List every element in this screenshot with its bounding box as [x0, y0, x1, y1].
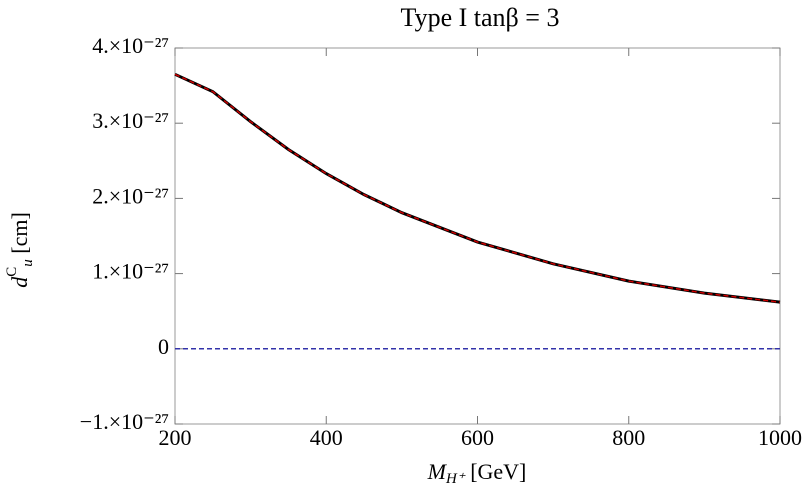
x-label-sub: H⁺	[445, 471, 466, 487]
y-axis-label: dCu [cm]	[4, 212, 36, 288]
y-tick-label: 2.×10⁻²⁷	[92, 183, 169, 208]
x-label-rest: [GeV]	[465, 459, 527, 484]
y-label-sub: u	[20, 259, 36, 267]
y-label-sup: C	[4, 267, 20, 277]
x-label-main: M	[427, 459, 448, 484]
x-tick-label: 600	[461, 425, 494, 450]
x-axis-label: MH⁺ [GeV]	[427, 459, 527, 487]
y-label-main: d	[7, 276, 32, 288]
y-tick-label: 0	[158, 334, 169, 359]
y-tick-label: 1.×10⁻²⁷	[92, 259, 169, 284]
plot-frame	[174, 47, 781, 425]
y-tick-label: −1.×10⁻²⁷	[80, 409, 169, 434]
series-line	[174, 73, 781, 303]
series-line	[174, 72, 781, 304]
y-tick-label: 4.×10⁻²⁷	[92, 33, 169, 58]
y-label-rest: [cm]	[7, 212, 32, 259]
x-tick-label: 800	[612, 425, 645, 450]
y-tick-label: 3.×10⁻²⁷	[92, 108, 169, 133]
chart-title: Type I tanβ = 3	[401, 3, 560, 32]
x-tick-label: 400	[310, 425, 343, 450]
x-tick-label: 1000	[758, 425, 802, 450]
x-tick-label: 200	[159, 425, 192, 450]
